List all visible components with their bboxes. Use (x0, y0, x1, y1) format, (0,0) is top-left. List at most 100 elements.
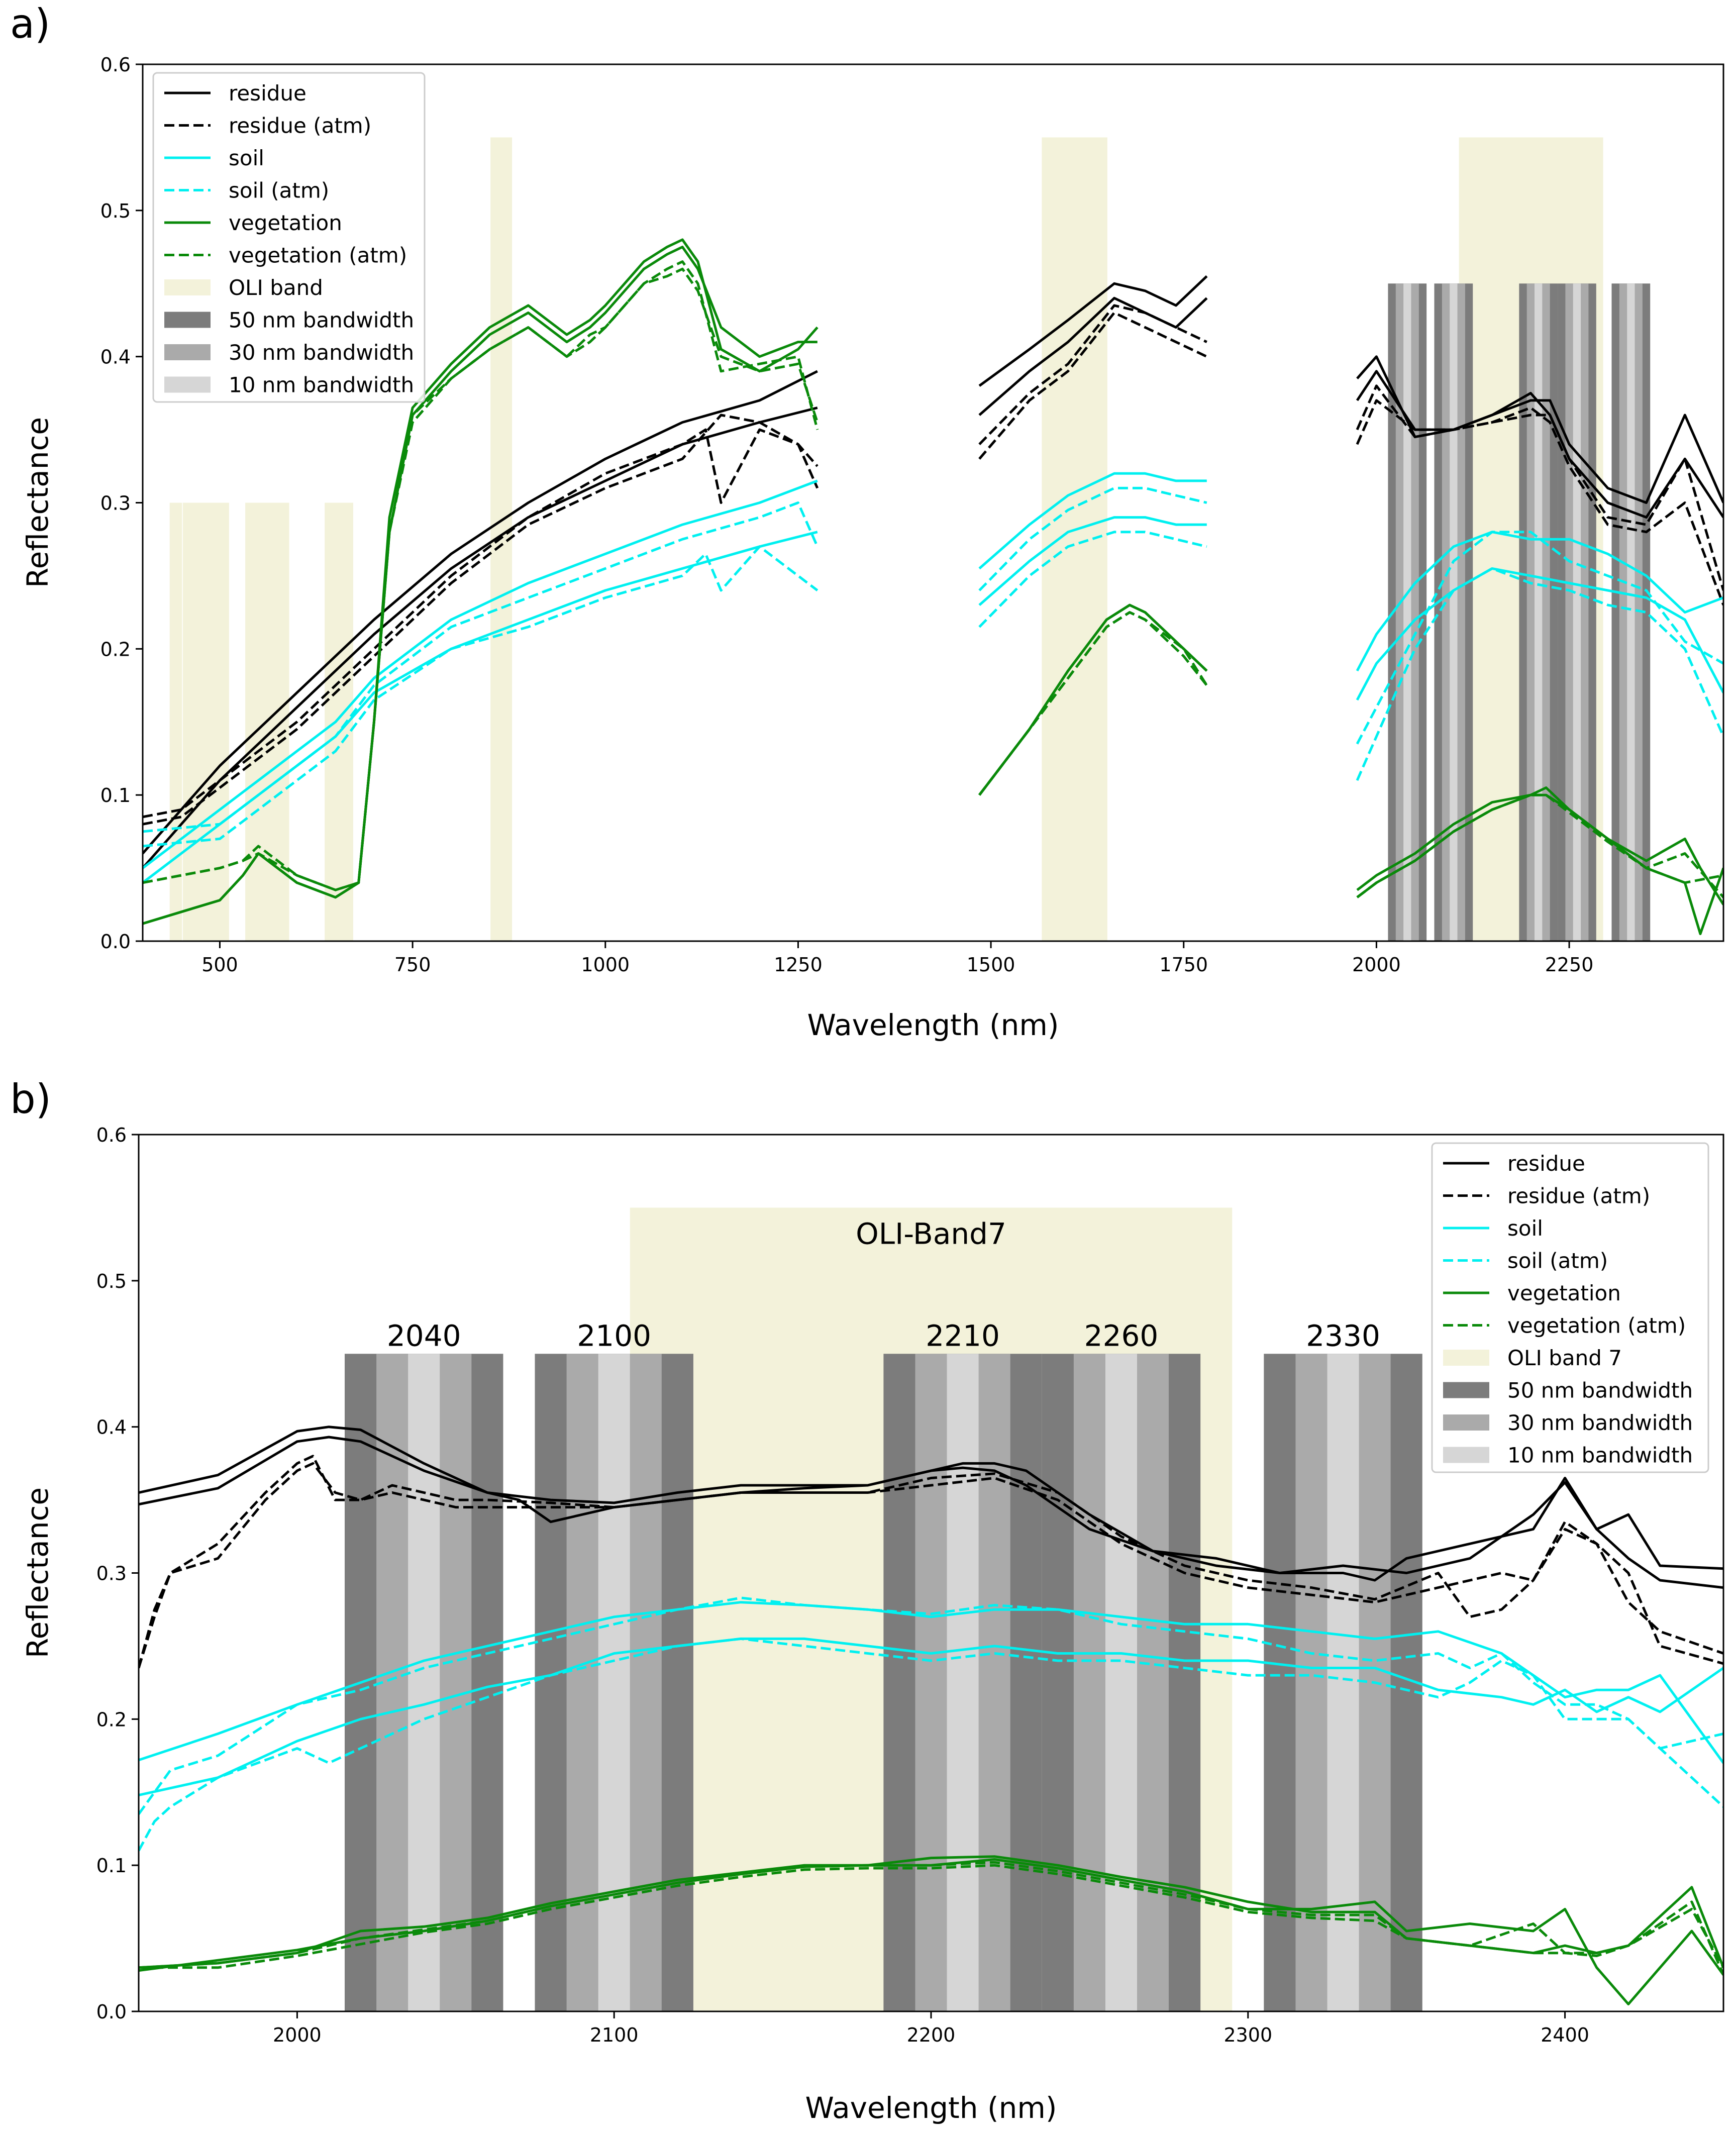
bandwidth-10nm-2260 (1105, 1354, 1138, 2011)
series-line-vegetation-atm (139, 1861, 1723, 1976)
series-line-residue (1356, 370, 1723, 504)
legend-patch-swatch (164, 344, 211, 360)
series-line-residue (143, 370, 818, 855)
legend-entry-label: 30 nm bandwidth (229, 340, 414, 365)
series-line-soil-atm (143, 545, 819, 848)
legend-entry-label: residue (1507, 1151, 1585, 1176)
series-line-residue-atm (143, 428, 819, 819)
bandwidth-center-label: 2040 (387, 1318, 461, 1353)
series-line-soil (978, 472, 1207, 570)
x-tick-label: 2000 (273, 2024, 322, 2046)
panel-a-x-axis-label: Wavelength (nm) (807, 1008, 1059, 1042)
series-line-vegetation-atm (139, 1864, 1723, 1969)
y-tick-label: 0.0 (96, 2001, 127, 2023)
legend-entry-label: 10 nm bandwidth (1507, 1443, 1693, 1468)
series-line-soil-atm (139, 1596, 1723, 1815)
panel-a-x-ticks: 500 750 1000 1250 1500 1750 2000 2250 (201, 941, 1593, 976)
y-tick-label: 0.1 (100, 784, 131, 806)
series-line-vegetation (139, 1855, 1723, 1969)
series-line-soil (143, 479, 818, 869)
y-tick-label: 0.6 (100, 54, 131, 76)
bandwidth-10nm-2330 (1627, 283, 1635, 941)
x-tick-label: 2000 (1352, 954, 1401, 976)
panel-a-series-lines (143, 238, 1723, 935)
series-line-vegetation-atm (978, 611, 1208, 796)
x-tick-label: 1000 (581, 954, 630, 976)
legend-entry-label: soil (atm) (1507, 1249, 1608, 1273)
panel-a-label: a) (10, 1, 50, 47)
bandwidth-center-label: 2330 (1306, 1318, 1380, 1353)
legend-patch-swatch (164, 376, 211, 393)
panel-a-legend: residue residue (atm) soil soil (atm) vegeta… (152, 72, 426, 403)
x-tick-label: 2400 (1541, 2024, 1589, 2046)
x-tick-label: 500 (201, 954, 238, 976)
legend-entry-label: vegetation (1507, 1281, 1621, 1305)
legend-entry-label: soil (1507, 1216, 1543, 1241)
series-line-soil-atm (143, 501, 819, 833)
series-line-soil (978, 516, 1207, 606)
legend-entry-label: 50 nm bandwidth (229, 308, 414, 333)
legend-entry-label: OLI band (229, 275, 323, 300)
legend-entry-label: soil (229, 146, 264, 170)
y-tick-label: 0.3 (96, 1563, 127, 1585)
bandwidth-10nm-2040 (408, 1354, 440, 2011)
legend-entry-label: vegetation (229, 211, 342, 235)
legend-entry-label: soil (atm) (229, 178, 329, 203)
y-tick-label: 0.6 (96, 1124, 127, 1146)
series-line-soil-atm (978, 531, 1207, 628)
oli-band (169, 502, 182, 941)
y-tick-label: 0.5 (100, 200, 131, 222)
x-tick-label: 1750 (1159, 954, 1208, 976)
bandwidth-10nm-2100 (1450, 283, 1458, 941)
series-line-soil (1356, 531, 1723, 672)
panel-a-chart: 500 750 1000 1250 1500 1750 2000 2250 0.0 0.1 0.2… (21, 54, 1724, 1042)
x-tick-label: 2200 (907, 2024, 956, 2046)
y-tick-label: 0.2 (100, 638, 131, 660)
bandwidth-10nm-2260 (1573, 283, 1581, 941)
panel-b-y-axis-label: Reflectance (21, 1487, 55, 1658)
series-line-vegetation (1356, 793, 1723, 905)
y-tick-label: 0.1 (96, 1855, 127, 1877)
oli-band (1042, 137, 1107, 941)
x-tick-label: 2250 (1545, 954, 1594, 976)
legend-patch-swatch (164, 279, 211, 295)
series-line-soil (139, 1637, 1723, 1797)
legend-entry-label: vegetation (atm) (1507, 1313, 1686, 1338)
series-line-soil (139, 1601, 1723, 1764)
legend-patch-swatch (1443, 1414, 1489, 1431)
series-line-residue (139, 1426, 1723, 1589)
y-tick-label: 0.2 (96, 1708, 127, 1731)
series-line-soil (1356, 567, 1723, 701)
panel-b-x-ticks: 2000 2100 2200 2300 2400 (273, 2011, 1589, 2046)
x-tick-label: 2300 (1223, 2024, 1272, 2046)
legend-entry-label: OLI band 7 (1507, 1346, 1622, 1370)
series-line-residue (978, 275, 1208, 387)
series-line-residue-atm (139, 1462, 1723, 1669)
panel-b-legend: residue residue (atm) soil soil (atm) vegeta… (1431, 1142, 1709, 1473)
bandwidth-center-label: 2260 (1084, 1318, 1159, 1353)
series-line-residue-atm (1356, 399, 1723, 591)
bandwidth-10nm-2330 (1327, 1354, 1359, 2011)
legend-patch-swatch (1443, 1350, 1489, 1366)
panel-b-label: b) (10, 1076, 51, 1123)
legend-patch-swatch (1443, 1382, 1489, 1398)
oli-band (182, 502, 229, 941)
bandwidth-center-label: 2210 (926, 1318, 1000, 1353)
bandwidth-10nm-2100 (598, 1354, 630, 2011)
panel-b-series-lines (139, 1426, 1723, 2005)
legend-entry-label: vegetation (atm) (229, 243, 407, 268)
x-tick-label: 1250 (774, 954, 823, 976)
legend-patch-swatch (164, 312, 211, 328)
y-tick-label: 0.5 (96, 1270, 127, 1292)
bandwidth-center-label: 2100 (577, 1318, 651, 1353)
legend-entry-label: 10 nm bandwidth (229, 373, 414, 397)
series-line-residue-atm (978, 311, 1207, 460)
series-line-vegetation-atm (1356, 793, 1723, 898)
y-tick-label: 0.4 (96, 1416, 127, 1439)
oli-band-title: OLI-Band7 (856, 1216, 1006, 1251)
series-line-vegetation-atm (143, 260, 819, 891)
legend-entry-label: 50 nm bandwidth (1507, 1378, 1693, 1403)
y-tick-label: 0.3 (100, 492, 131, 515)
y-tick-label: 0.4 (100, 346, 131, 368)
